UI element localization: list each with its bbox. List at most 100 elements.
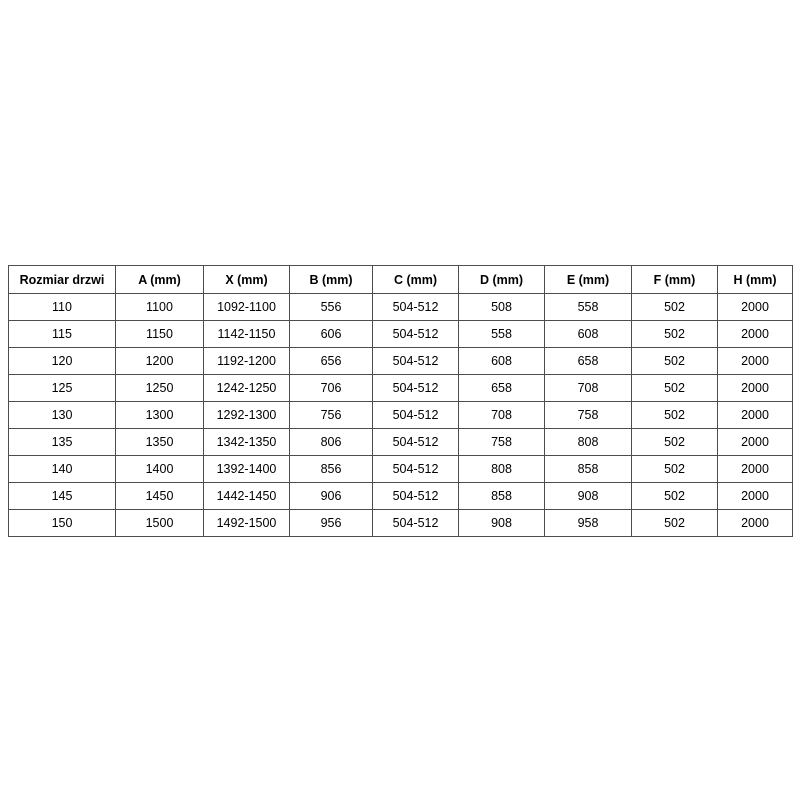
column-header: A (mm) [115,265,204,294]
table-row: 125 1250 1242-1250 706 504-512 658 708 502 2000 [8,374,793,402]
table-cell: 1342-1350 [203,428,290,456]
table-cell: 1292-1300 [203,401,290,429]
table-cell: 808 [544,428,632,456]
column-header: X (mm) [203,265,290,294]
table-row: 110 1100 1092-1100 556 504-512 508 558 502 2000 [8,293,793,321]
table-cell: 708 [544,374,632,402]
door-size-table-container: Rozmiar drzwi A (mm) X (mm) B (mm) C (mm) D (… [8,265,793,537]
table-cell: 1350 [115,428,204,456]
table-cell: 504-512 [372,347,459,375]
table-cell: 958 [544,509,632,537]
table-cell: 504-512 [372,374,459,402]
column-header: F (mm) [631,265,718,294]
table-cell: 145 [8,482,116,510]
table-cell: 504-512 [372,320,459,348]
table-cell: 502 [631,428,718,456]
table-cell: 556 [289,293,373,321]
table-row: 120 1200 1192-1200 656 504-512 608 658 502 2000 [8,347,793,375]
table-cell: 502 [631,347,718,375]
table-cell: 856 [289,455,373,483]
table-cell: 908 [544,482,632,510]
table-cell: 1100 [115,293,204,321]
table-cell: 504-512 [372,455,459,483]
table-cell: 758 [544,401,632,429]
table-cell: 150 [8,509,116,537]
table-cell: 756 [289,401,373,429]
table-cell: 2000 [717,482,793,510]
column-header: D (mm) [458,265,545,294]
table-cell: 1300 [115,401,204,429]
table-cell: 115 [8,320,116,348]
table-cell: 1200 [115,347,204,375]
table-cell: 502 [631,509,718,537]
table-cell: 504-512 [372,482,459,510]
table-cell: 2000 [717,428,793,456]
table-cell: 2000 [717,347,793,375]
table-cell: 1242-1250 [203,374,290,402]
table-body: 110 1100 1092-1100 556 504-512 508 558 502 2000 1… [8,293,793,537]
table-cell: 502 [631,401,718,429]
table-cell: 558 [544,293,632,321]
table-row: 130 1300 1292-1300 756 504-512 708 758 502 2000 [8,401,793,429]
table-cell: 504-512 [372,428,459,456]
column-header: H (mm) [717,265,793,294]
table-cell: 2000 [717,320,793,348]
table-cell: 608 [544,320,632,348]
table-cell: 758 [458,428,545,456]
table-cell: 502 [631,455,718,483]
column-header: B (mm) [289,265,373,294]
table-cell: 502 [631,482,718,510]
table-cell: 606 [289,320,373,348]
table-row: 115 1150 1142-1150 606 504-512 558 608 502 2000 [8,320,793,348]
table-cell: 125 [8,374,116,402]
table-cell: 502 [631,320,718,348]
table-row: 150 1500 1492-1500 956 504-512 908 958 502 2000 [8,509,793,537]
table-cell: 906 [289,482,373,510]
table-cell: 908 [458,509,545,537]
table-cell: 858 [458,482,545,510]
table-cell: 508 [458,293,545,321]
table-cell: 1250 [115,374,204,402]
table-cell: 2000 [717,455,793,483]
table-cell: 502 [631,374,718,402]
table-cell: 130 [8,401,116,429]
table-cell: 504-512 [372,401,459,429]
table-cell: 2000 [717,293,793,321]
door-size-table: Rozmiar drzwi A (mm) X (mm) B (mm) C (mm) D (… [8,265,793,537]
table-cell: 2000 [717,509,793,537]
table-cell: 1192-1200 [203,347,290,375]
table-cell: 120 [8,347,116,375]
table-cell: 858 [544,455,632,483]
column-header: C (mm) [372,265,459,294]
table-cell: 808 [458,455,545,483]
column-header: E (mm) [544,265,632,294]
table-cell: 806 [289,428,373,456]
table-cell: 1500 [115,509,204,537]
table-cell: 1150 [115,320,204,348]
column-header: Rozmiar drzwi [8,265,116,294]
table-header-row: Rozmiar drzwi A (mm) X (mm) B (mm) C (mm) D (… [8,265,793,294]
table-cell: 658 [544,347,632,375]
table-row: 135 1350 1342-1350 806 504-512 758 808 502 2000 [8,428,793,456]
table-cell: 110 [8,293,116,321]
table-cell: 656 [289,347,373,375]
table-cell: 140 [8,455,116,483]
table-cell: 608 [458,347,545,375]
table-cell: 706 [289,374,373,402]
table-row: 140 1400 1392-1400 856 504-512 808 858 502 2000 [8,455,793,483]
table-cell: 502 [631,293,718,321]
table-cell: 2000 [717,374,793,402]
table-cell: 1142-1150 [203,320,290,348]
table-cell: 1450 [115,482,204,510]
table-cell: 504-512 [372,293,459,321]
table-cell: 558 [458,320,545,348]
table-cell: 504-512 [372,509,459,537]
table-cell: 1442-1450 [203,482,290,510]
table-cell: 1392-1400 [203,455,290,483]
table-cell: 2000 [717,401,793,429]
table-cell: 658 [458,374,545,402]
table-cell: 1400 [115,455,204,483]
table-cell: 956 [289,509,373,537]
table-cell: 708 [458,401,545,429]
